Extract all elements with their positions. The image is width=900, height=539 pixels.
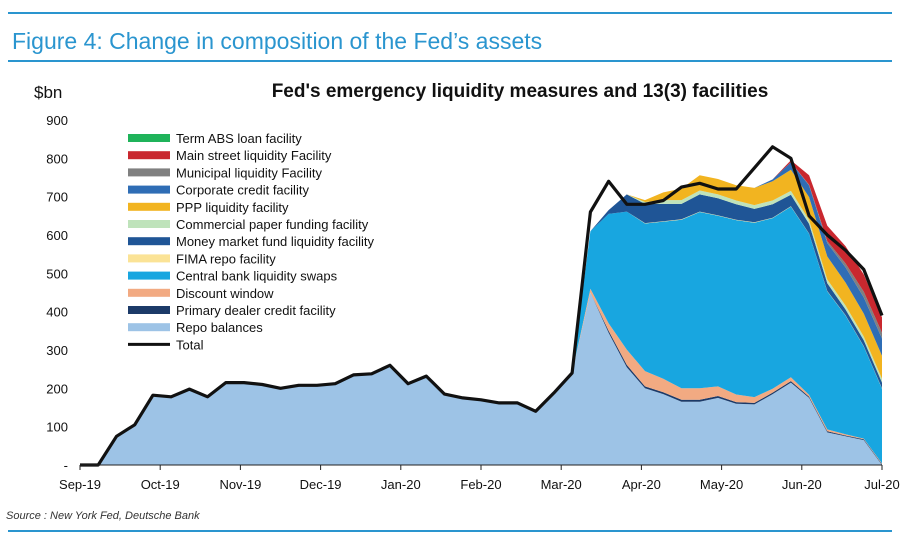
area-repo-balances — [80, 292, 882, 465]
legend-label: Total — [176, 337, 204, 352]
legend: Term ABS loan facility Main street liquid… — [128, 131, 374, 352]
y-tick-label: 700 — [46, 190, 68, 205]
total-series — [80, 145, 884, 467]
x-tick-label: Jan-20 — [381, 477, 421, 492]
y-axis-unit: $bn — [34, 83, 62, 102]
source-note: Source : New York Fed, Deutsche Bank — [6, 510, 200, 522]
legend-swatch — [128, 151, 170, 160]
legend-label: Term ABS loan facility — [176, 131, 302, 146]
legend-label: Municipal liquidity Facility — [176, 165, 322, 180]
legend-label: Commercial paper funding facility — [176, 217, 369, 232]
legend-swatch — [128, 306, 170, 314]
x-tick-label: Mar-20 — [541, 477, 582, 492]
legend-label: Corporate credit facility — [176, 183, 309, 198]
legend-label: Central bank liquidity swaps — [176, 269, 338, 284]
area-money-market-fund-liquidity-facility — [80, 194, 882, 465]
legend-label: Primary dealer credit facility — [176, 303, 336, 318]
x-tick-label: Jun-20 — [782, 477, 822, 492]
x-tick-label: Oct-19 — [141, 477, 180, 492]
legend-label: Money market fund liquidity facility — [176, 234, 374, 249]
chart: Fed's emergency liquidity measures and 1… — [34, 81, 900, 492]
legend-label: Discount window — [176, 286, 274, 301]
y-tick-label: 600 — [46, 228, 68, 243]
title-rule — [8, 60, 892, 62]
legend-label: Main street liquidity Facility — [176, 148, 332, 163]
area-central-bank-liquidity-swaps — [80, 206, 882, 465]
legend-swatch — [128, 254, 170, 263]
x-tick-label: Jul-20 — [864, 477, 899, 492]
y-tick-label: 100 — [46, 420, 68, 435]
total-line — [80, 145, 884, 467]
y-axis-ticks: - 100 200 300 400 500 600 700 800 900 — [46, 113, 68, 473]
bottom-rule — [8, 530, 892, 532]
y-tick-label: 300 — [46, 343, 68, 358]
legend-label: FIMA repo facility — [176, 251, 276, 266]
y-tick-label: 400 — [46, 305, 68, 320]
x-tick-label: Feb-20 — [460, 477, 501, 492]
top-rule — [8, 12, 892, 14]
x-tick-label: Sep-19 — [59, 477, 101, 492]
legend-swatch — [128, 323, 170, 332]
legend-swatch — [128, 134, 170, 142]
chart-title: Fed's emergency liquidity measures and 1… — [272, 81, 769, 102]
legend-swatch — [128, 237, 170, 246]
legend-swatch — [128, 288, 170, 297]
y-tick-label: 900 — [46, 113, 68, 128]
legend-label: Repo balances — [176, 320, 263, 335]
y-tick-label: 800 — [46, 151, 68, 166]
legend-swatch — [128, 220, 170, 228]
x-tick-label: Apr-20 — [622, 477, 661, 492]
legend-swatch — [128, 202, 170, 211]
legend-label: PPP liquidity facility — [176, 200, 289, 215]
area-ppp-liquidity-facility — [80, 169, 882, 466]
y-tick-label: 500 — [46, 266, 68, 281]
legend-swatch — [128, 185, 170, 194]
x-tick-label: May-20 — [700, 477, 743, 492]
legend-swatch — [128, 168, 170, 177]
y-tick-label: - — [64, 458, 68, 473]
legend-swatch — [128, 271, 170, 280]
x-tick-label: Nov-19 — [219, 477, 261, 492]
stacked-areas — [80, 160, 882, 466]
x-axis: Sep-19 Oct-19 Nov-19 Dec-19 Jan-20 Feb-20 Mar-… — [59, 464, 900, 492]
x-tick-label: Dec-19 — [300, 477, 342, 492]
y-tick-label: 200 — [46, 381, 68, 396]
figure-title: Figure 4: Change in composition of the F… — [12, 28, 543, 54]
